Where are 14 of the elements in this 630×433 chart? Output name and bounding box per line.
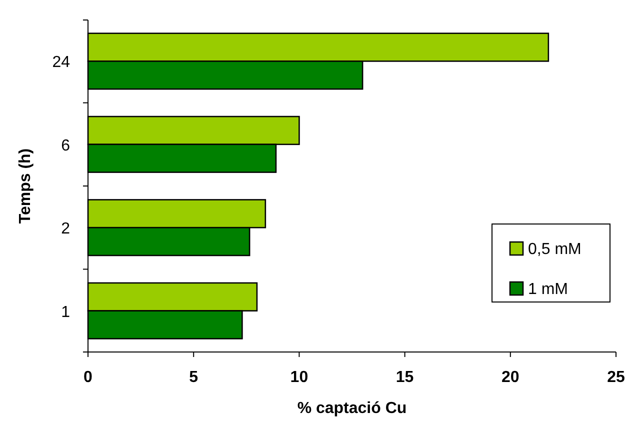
x-tick-label: 20 [502, 369, 520, 386]
x-tick-label: 5 [189, 369, 198, 386]
y-tick-label: 1 [61, 304, 70, 321]
x-tick-label: 10 [290, 369, 308, 386]
y-tick-label: 2 [61, 220, 70, 238]
y-axis-title: Temps (h) [17, 148, 34, 224]
y-tick-label: 24 [52, 54, 70, 72]
legend-label: 1 mM [528, 281, 568, 298]
y-tick-label: 6 [61, 137, 70, 154]
x-axis-title: % captació Cu [297, 400, 407, 417]
x-tick-label: 25 [607, 369, 625, 386]
x-tick-label: 15 [396, 369, 414, 386]
x-tick-label: 0 [84, 369, 93, 386]
legend-label: 0,5 mM [528, 241, 582, 258]
